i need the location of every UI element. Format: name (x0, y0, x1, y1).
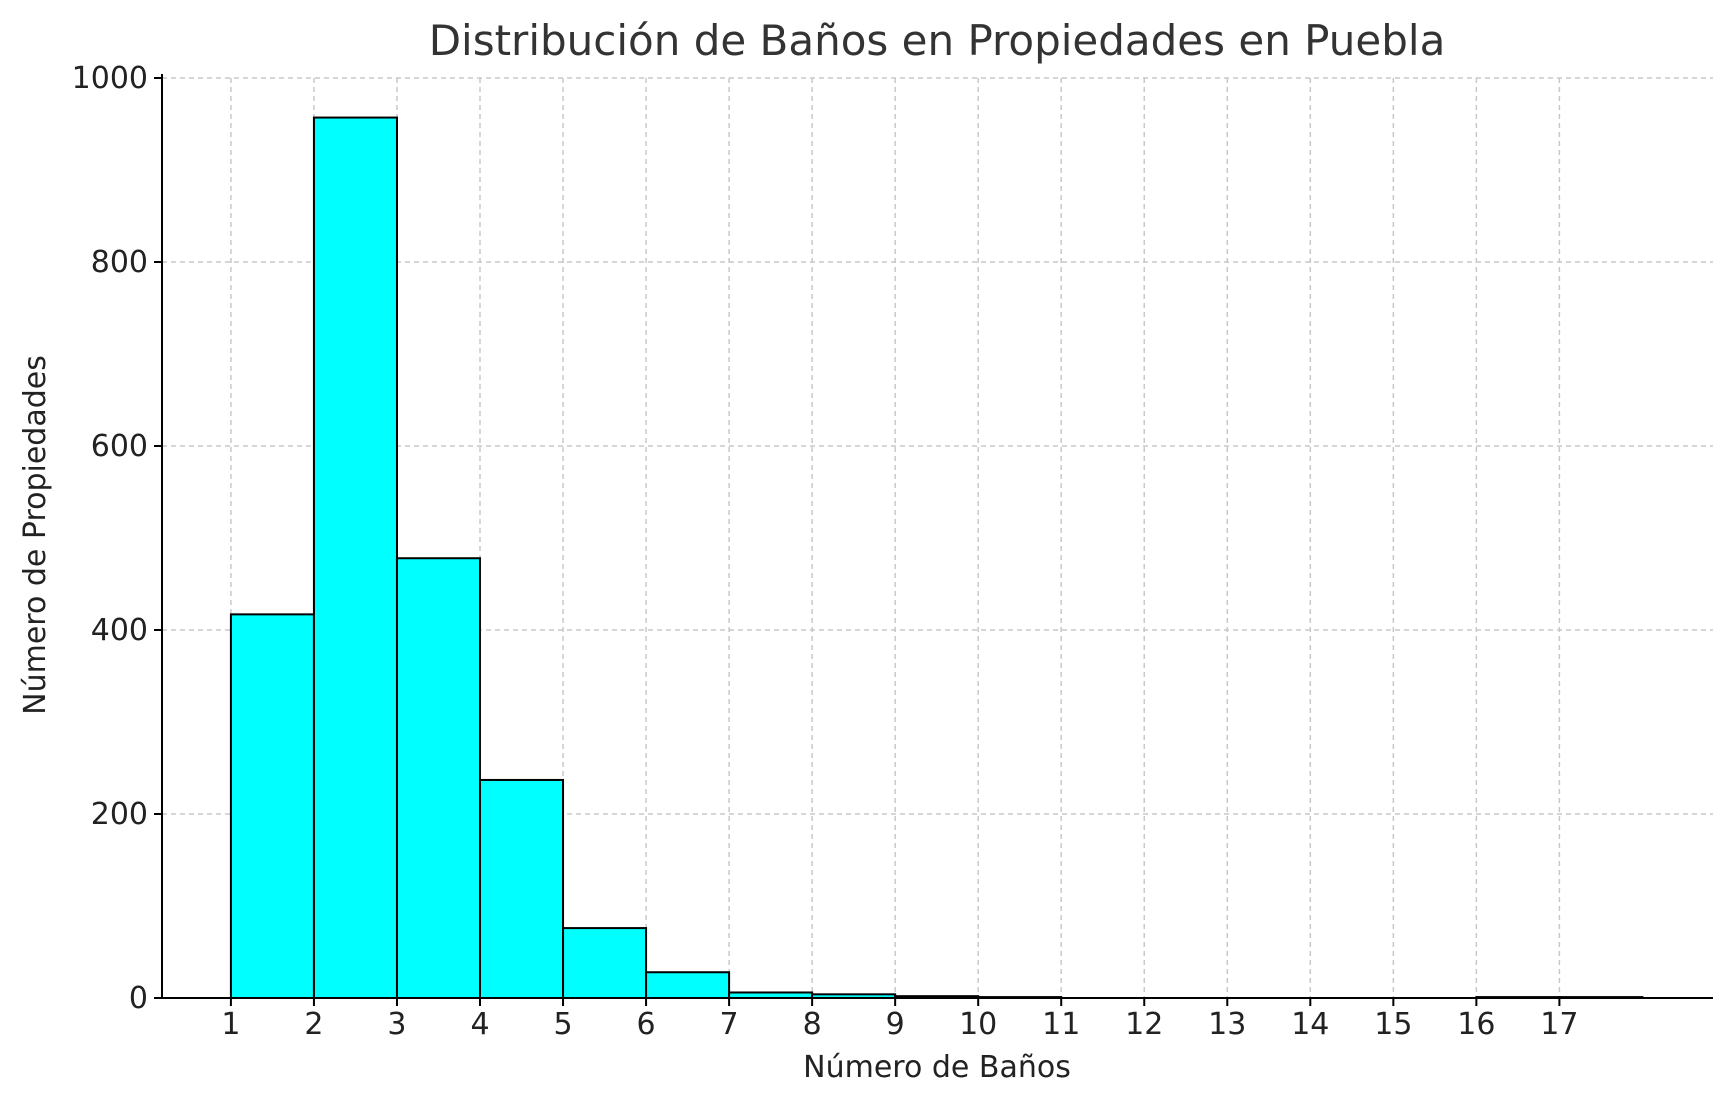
chart-title: Distribución de Baños en Propiedades en … (429, 16, 1446, 65)
histogram-bar (479, 778, 565, 1000)
histogram-bar (229, 613, 315, 999)
histogram-bars (229, 116, 1644, 1000)
x-tick-label: 6 (637, 1007, 656, 1042)
x-tick-label: 7 (720, 1007, 739, 1042)
x-tick-label: 10 (959, 1007, 997, 1042)
y-tick-label: 800 (91, 245, 148, 280)
x-axis-ticks: 1 2 3 4 5 6 7 8 9 10 11 12 13 14 15 16 17 (221, 998, 1578, 1042)
histogram-bar (395, 557, 482, 999)
histogram-bar (645, 971, 731, 999)
grid-lines (162, 77, 1713, 999)
y-tick-label: 600 (91, 429, 148, 464)
x-tick-label: 11 (1042, 1007, 1080, 1042)
x-tick-label: 2 (304, 1007, 323, 1042)
y-tick-label: 200 (91, 797, 148, 832)
x-axis-label: Número de Baños (803, 1050, 1071, 1085)
x-tick-label: 1 (221, 1007, 240, 1042)
x-tick-label: 9 (886, 1007, 905, 1042)
y-axis-label: Número de Propiedades (18, 355, 53, 715)
x-tick-label: 12 (1125, 1007, 1163, 1042)
x-tick-label: 14 (1291, 1007, 1329, 1042)
x-tick-label: 4 (470, 1007, 489, 1042)
x-tick-label: 17 (1540, 1007, 1578, 1042)
x-tick-label: 16 (1457, 1007, 1495, 1042)
x-tick-label: 3 (387, 1007, 406, 1042)
x-tick-label: 5 (553, 1007, 572, 1042)
x-tick-label: 15 (1374, 1007, 1412, 1042)
x-tick-label: 8 (803, 1007, 822, 1042)
histogram-bar (312, 116, 398, 999)
x-tick-label: 13 (1208, 1007, 1246, 1042)
y-axis-ticks: 0 200 400 600 800 1000 (72, 61, 162, 1016)
axes (161, 74, 1713, 999)
histogram-bar (562, 927, 648, 1000)
y-tick-label: 1000 (72, 61, 148, 96)
y-tick-label: 400 (91, 613, 148, 648)
y-tick-label: 0 (129, 981, 148, 1016)
